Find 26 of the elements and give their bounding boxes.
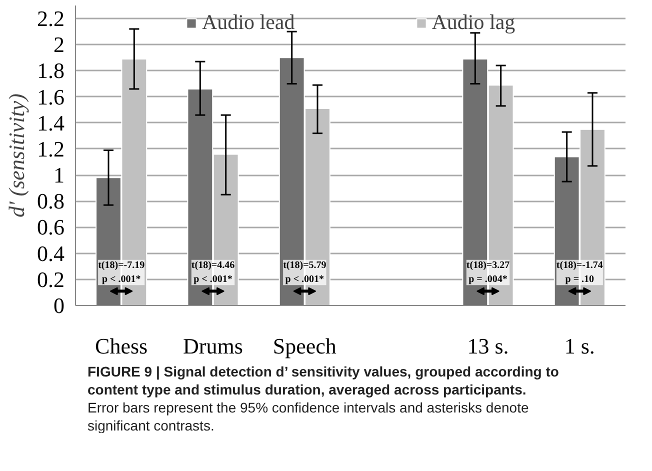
- annotation: t(18)=-7.19 p < .001*: [98, 260, 145, 286]
- x-tick-label: Chess: [95, 334, 148, 358]
- annotation: t(18)=4.46 p < .001*: [191, 260, 235, 286]
- caption: FIGURE 9 | Signal detection d’ sensitivity values, grouped according to content type and stimulus duration, averaged across participants.: [88, 364, 559, 398]
- x-tick-label: Drums: [183, 334, 243, 358]
- y-tick-label: 0.2: [37, 266, 64, 292]
- annotation: t(18)=-1.74 p = .10: [556, 260, 603, 286]
- legend-label: Audio lead: [202, 10, 295, 35]
- x-tick-label: 13 s.: [467, 334, 509, 358]
- y-tick-label: 1.8: [37, 58, 64, 84]
- annotation: t(18)=3.27 p = .004*: [466, 260, 510, 286]
- y-tick-label: 1.4: [37, 110, 64, 136]
- y-axis-title: d' (sensitivity): [4, 94, 29, 218]
- y-tick-label: 1.2: [37, 136, 64, 162]
- legend-label: Audio lag: [432, 10, 516, 35]
- y-tick-label: 2.2: [37, 6, 64, 32]
- y-tick-label: 0: [54, 293, 64, 318]
- y-tick-label: 0.6: [37, 214, 64, 240]
- y-tick-label: 2: [54, 32, 64, 58]
- x-tick-label: 1 s.: [564, 334, 595, 358]
- y-tick-label: 0.8: [37, 188, 64, 214]
- y-tick-label: 0.4: [37, 240, 64, 266]
- x-tick-label: Speech: [272, 334, 336, 358]
- y-tick-label: 1: [54, 162, 64, 188]
- annotation: t(18)=5.79 p < .001*: [283, 260, 326, 286]
- y-tick-label: 1.6: [37, 84, 64, 110]
